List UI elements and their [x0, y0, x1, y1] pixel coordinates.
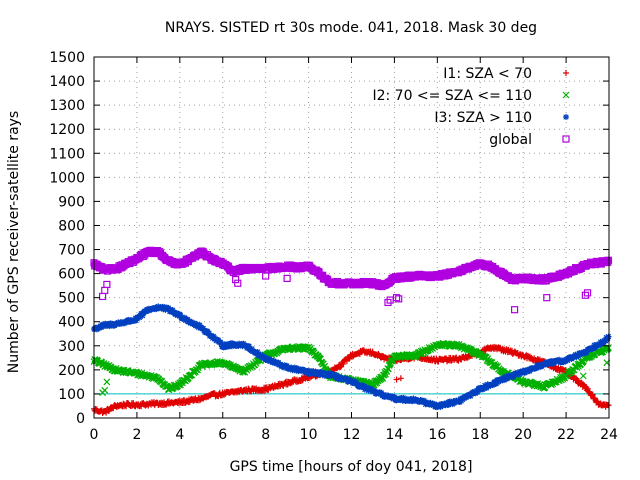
legend-marker — [562, 91, 570, 99]
x-tick-label: 18 — [471, 427, 489, 443]
data-point — [337, 363, 344, 370]
y-tick-label: 1200 — [49, 122, 85, 138]
data-point — [194, 366, 202, 374]
y-tick-label: 1100 — [49, 146, 85, 162]
y-tick-label: 500 — [58, 291, 85, 307]
x-tick-label: 10 — [300, 427, 318, 443]
data-point — [604, 258, 612, 266]
y-tick-label: 0 — [76, 411, 85, 427]
data-point — [169, 307, 176, 314]
outlier-point — [101, 286, 109, 295]
data-point — [254, 348, 261, 355]
data-point — [605, 402, 612, 409]
x-axis-title: GPS time [hours of doy 041, 2018] — [230, 459, 473, 475]
outlier-point — [262, 272, 270, 280]
x-tick-label: 2 — [132, 427, 141, 443]
outlier-point — [99, 389, 107, 397]
outlier-point — [392, 294, 401, 302]
data-point — [98, 324, 105, 331]
y-tick-label: 1300 — [49, 98, 85, 114]
data-point — [564, 357, 571, 364]
data-point — [583, 349, 590, 356]
legend-marker — [563, 70, 569, 76]
legend: I1: SZA < 70 I2: 70 <= SZA <= 110 I3: SZA … — [372, 66, 570, 148]
outlier-point — [395, 295, 403, 303]
outlier-point — [234, 279, 242, 287]
legend-label: I2: 70 <= SZA <= 110 — [372, 88, 532, 104]
series-3 — [91, 303, 612, 411]
y-tick-label: 900 — [58, 194, 85, 210]
data-point — [340, 361, 347, 368]
x-tick-label: 22 — [557, 427, 575, 443]
data-point — [246, 343, 253, 350]
legend-marker — [563, 114, 569, 120]
data-point — [200, 325, 207, 332]
outlier-point — [283, 274, 291, 283]
x-tick-label: 8 — [261, 427, 270, 443]
legend-label: I3: SZA > 110 — [434, 110, 532, 126]
y-axis-title: Number of GPS receiver-satellite rays — [6, 111, 22, 373]
outlier-point — [103, 280, 111, 289]
x-tick-label: 12 — [343, 427, 361, 443]
y-tick-label: 600 — [58, 267, 85, 283]
x-tick-label: 6 — [218, 427, 227, 443]
outlier-point — [393, 376, 400, 383]
legend-label: global — [489, 132, 532, 148]
x-tick-label: 16 — [428, 427, 446, 443]
data-point — [467, 393, 474, 400]
data-point — [521, 369, 528, 376]
y-tick-label: 100 — [58, 387, 85, 403]
x-tick-label: 20 — [514, 427, 532, 443]
outlier-point — [543, 294, 551, 302]
x-tick-label: 14 — [386, 427, 404, 443]
data-point — [604, 256, 613, 264]
legend-label: I1: SZA < 70 — [443, 66, 532, 82]
data-point — [333, 372, 340, 379]
x-tick-label: 24 — [600, 427, 618, 443]
axis-ticks: 0100200300400500600700800900100011001200… — [49, 50, 618, 443]
data-point — [589, 391, 596, 398]
data-point — [177, 312, 184, 319]
y-tick-label: 700 — [58, 243, 85, 259]
y-tick-label: 200 — [58, 363, 85, 379]
data-point — [268, 357, 275, 364]
data-point — [218, 340, 225, 347]
data-point — [586, 388, 593, 395]
y-tick-label: 300 — [58, 339, 85, 355]
data-point — [139, 312, 146, 319]
outlier-point — [581, 291, 589, 299]
data-point — [248, 345, 255, 352]
data-point — [136, 314, 143, 321]
outlier-point — [579, 372, 587, 380]
outlier-point — [397, 375, 404, 382]
data-point — [510, 374, 517, 381]
outlier-point — [103, 378, 111, 386]
data-point — [206, 330, 213, 337]
y-tick-label: 1000 — [49, 170, 85, 186]
y-tick-label: 1500 — [49, 50, 85, 66]
series-4 — [90, 246, 613, 314]
series-layer — [90, 246, 613, 416]
outlier-point — [232, 276, 240, 284]
data-point — [474, 389, 481, 396]
data-point — [604, 335, 611, 342]
outlier-point — [98, 292, 107, 301]
data-point — [605, 333, 612, 340]
data-point — [331, 371, 338, 378]
x-tick-label: 0 — [90, 427, 99, 443]
y-tick-label: 400 — [58, 315, 85, 331]
data-point — [283, 362, 290, 369]
data-point — [437, 403, 444, 410]
chart-title: NRAYS. SISTED rt 30s mode. 041, 2018. Ma… — [165, 20, 537, 36]
legend-marker — [562, 135, 570, 143]
x-tick-label: 4 — [175, 427, 184, 443]
data-point — [533, 365, 540, 372]
outlier-point — [510, 306, 519, 314]
y-tick-label: 800 — [58, 218, 85, 234]
y-tick-label: 1400 — [49, 74, 85, 90]
data-point — [133, 317, 140, 324]
